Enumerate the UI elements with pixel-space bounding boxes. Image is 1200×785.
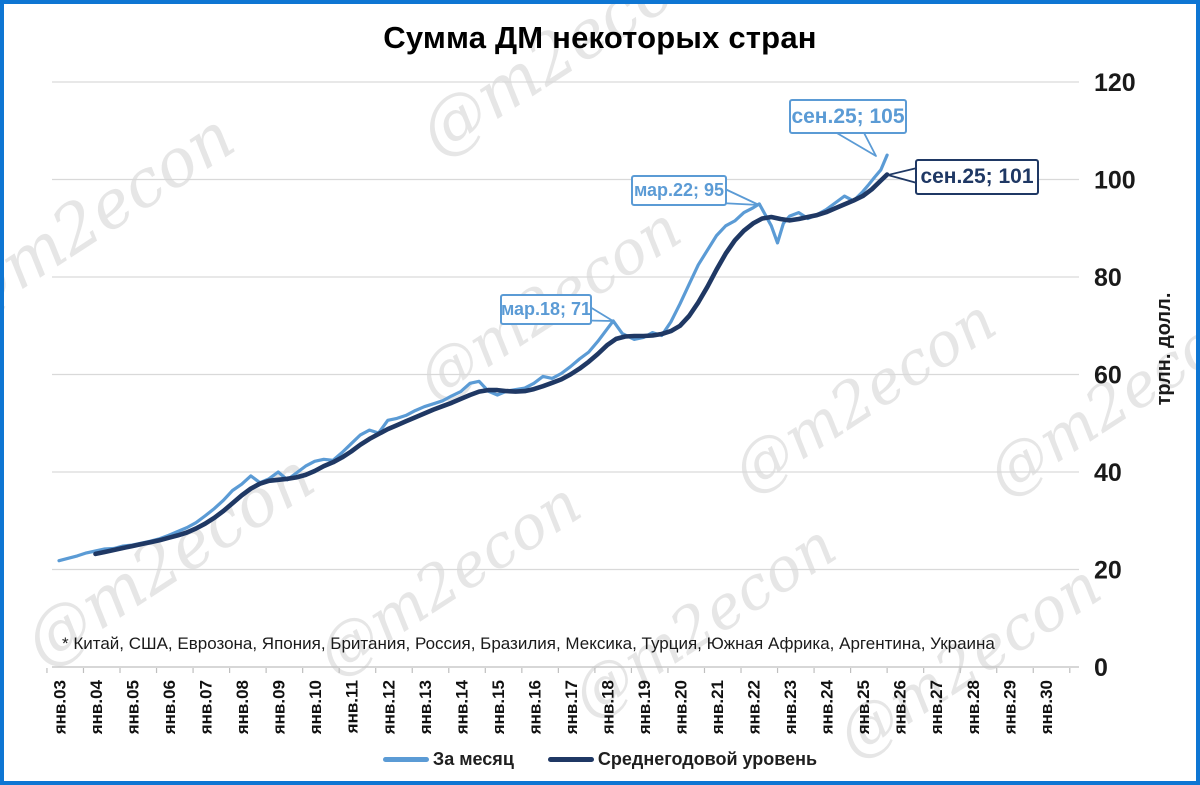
x-tick-label: янв.30	[1037, 680, 1056, 735]
legend: За месяц Среднегодовой уровень	[4, 749, 1196, 770]
x-tick-label: янв.24	[818, 679, 837, 735]
chart-title: Сумма ДМ некоторых стран	[383, 20, 817, 55]
legend-line-swatch	[547, 757, 594, 762]
x-tick-label: янв.29	[1000, 680, 1019, 735]
x-tick-label: янв.03	[51, 680, 70, 735]
x-tick-label: янв.07	[197, 680, 216, 735]
x-tick-label: янв.23	[781, 680, 800, 735]
callout-3: сен.25; 105	[789, 99, 907, 134]
series-annual-average	[93, 172, 890, 557]
x-tick-label: янв.22	[745, 680, 764, 735]
series-monthly	[57, 153, 889, 563]
y-tick-label: 100	[1094, 167, 1136, 195]
y-tick-label: 80	[1094, 264, 1122, 292]
x-tick-label: янв.05	[124, 680, 143, 735]
x-tick-label: янв.13	[416, 680, 435, 735]
x-tick-label: янв.14	[452, 679, 471, 735]
x-tick-label: янв.06	[160, 680, 179, 735]
x-tick-label: янв.10	[306, 680, 325, 735]
x-tick-label: янв.16	[525, 680, 544, 735]
line-chart: 0 20 40 60 80 100 120 янв.03 янв.04 янв.05 янв.06 я…	[46, 69, 1136, 735]
y-tick-label: 20	[1094, 557, 1122, 585]
legend-item: За месяц	[382, 749, 514, 770]
legend-label: Среднегодовой уровень	[597, 749, 818, 769]
x-tick-label: янв.08	[233, 680, 252, 735]
x-tick-label: янв.26	[891, 680, 910, 735]
x-tick-label: янв.15	[489, 680, 508, 735]
x-tick-label: янв.18	[598, 680, 617, 735]
countries-footnote: * Китай, США, Еврозона, Япония, Британия…	[62, 634, 995, 653]
legend-label: За месяц	[432, 749, 514, 769]
y-tick-label: 0	[1094, 654, 1108, 682]
x-tick-label: янв.28	[964, 680, 983, 735]
callout-tail	[887, 167, 918, 184]
x-tick-label: янв.27	[927, 680, 946, 735]
legend-item: Среднегодовой уровень	[547, 749, 818, 770]
x-tick-label: янв.11	[343, 680, 362, 734]
x-tick-label: янв.19	[635, 680, 654, 735]
x-tick-label: янв.04	[87, 679, 106, 735]
x-tick-label: янв.21	[708, 680, 727, 735]
legend-line-swatch	[382, 757, 429, 762]
x-tick-label: янв.25	[854, 680, 873, 735]
y-tick-label: 40	[1094, 459, 1122, 487]
x-tick-label: янв.20	[672, 680, 691, 735]
y-tick-label: 60	[1094, 362, 1122, 390]
x-tick-label: янв.12	[379, 680, 398, 735]
callout-2: мар.22; 95	[631, 175, 727, 206]
y-tick-label: 120	[1094, 69, 1136, 97]
y-axis-title: трлн. долл.	[1153, 292, 1175, 406]
x-tick-label: янв.17	[562, 680, 581, 735]
callout-1: мар.18; 71	[500, 294, 592, 325]
x-tick-label: янв.09	[270, 680, 289, 735]
callout-4: сен.25; 101	[915, 159, 1039, 195]
